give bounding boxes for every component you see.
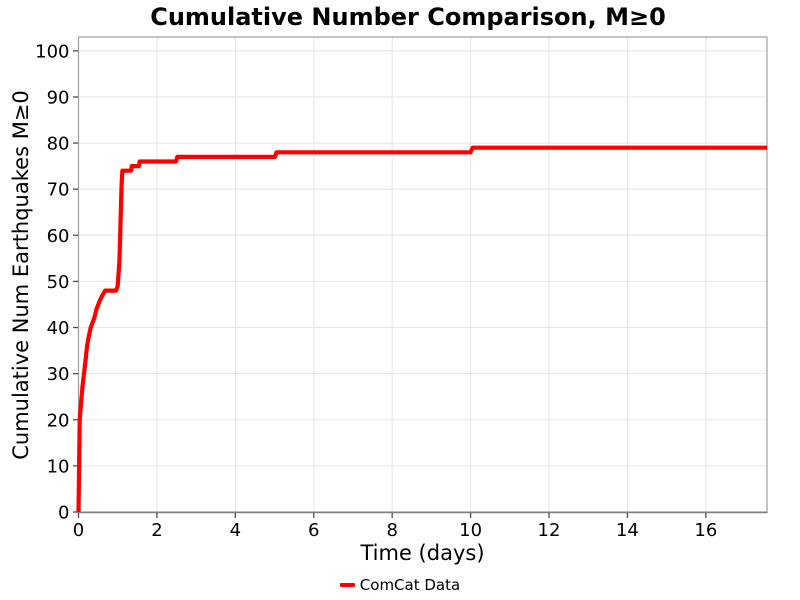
panel-border [77, 36, 768, 513]
y-tick-label: 70 [47, 180, 70, 201]
y-tick-label: 0 [58, 503, 69, 524]
x-tick-label: 10 [459, 520, 482, 541]
y-tick-label: 10 [47, 456, 70, 477]
y-tick-label: 40 [47, 318, 70, 339]
x-tick-label: 2 [151, 520, 162, 541]
chart-title: Cumulative Number Comparison, M≥0 [150, 3, 666, 31]
data-line-comcat [76, 145, 767, 513]
y-tick-label: 50 [47, 272, 70, 293]
x-axis-label: Time (days) [360, 541, 485, 565]
x-tick-label: 4 [230, 520, 241, 541]
x-tick-label: 8 [386, 520, 397, 541]
y-tick-label: 60 [47, 226, 70, 247]
y-tick-label: 100 [35, 41, 69, 62]
y-tick-label: 80 [47, 134, 70, 155]
legend: ComCat Data [0, 575, 800, 595]
y-axis-label: Cumulative Num Earthquakes M≥0 [9, 90, 33, 460]
x-tick-label: 0 [73, 520, 84, 541]
y-tick-label: 90 [47, 87, 70, 108]
x-tick-label: 6 [308, 520, 319, 541]
x-tick-label: 12 [538, 520, 561, 541]
y-tick-label: 20 [47, 410, 70, 431]
x-tick-label: 14 [616, 520, 639, 541]
x-tick-label: 16 [694, 520, 717, 541]
y-tick-label: 30 [47, 364, 70, 385]
legend-line-swatch [339, 583, 355, 587]
legend-label: ComCat Data [359, 576, 461, 594]
